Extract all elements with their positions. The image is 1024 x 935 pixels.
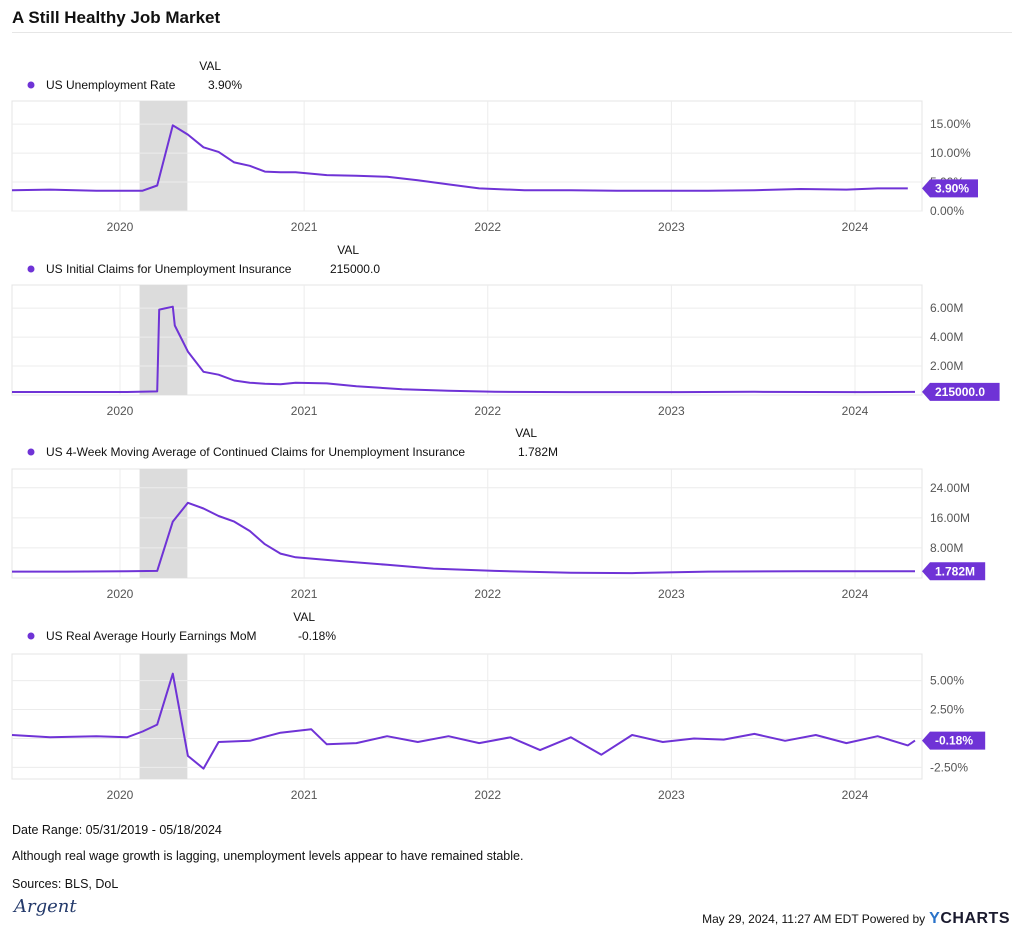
footer-attribution: May 29, 2024, 11:27 AM EDT Powered by YC… [702, 910, 1010, 928]
x-tick-label: 2023 [658, 220, 685, 234]
series-line [12, 305, 916, 394]
x-tick-label: 2024 [842, 404, 869, 418]
legend-series-name: US Real Average Hourly Earnings MoM [46, 629, 257, 643]
page-title: A Still Healthy Job Market [12, 8, 221, 27]
recession-band [139, 101, 188, 211]
argent-logo: Argent [14, 896, 77, 917]
chart-note: Although real wage growth is lagging, un… [12, 849, 524, 863]
legend-header: VAL [337, 243, 359, 257]
legend-series-value: 1.782M [518, 445, 558, 459]
badge-value: 1.782M [935, 564, 975, 578]
y-tick-label: 8.00M [930, 541, 963, 555]
date-range: Date Range: 05/31/2019 - 05/18/2024 [12, 823, 222, 837]
y-tick-label: 2.00M [930, 359, 963, 373]
legend-marker [27, 632, 35, 640]
ycharts-logo[interactable]: YCHARTS [929, 910, 1010, 928]
badge-value: 3.90% [935, 181, 969, 195]
x-tick-label: 2024 [842, 587, 869, 601]
chart-panel-3: VAL US 4-Week Moving Average of Continued… [11, 426, 986, 601]
recession-band [139, 285, 188, 395]
legend-series-value: -0.18% [298, 629, 336, 643]
x-tick-label: 2021 [291, 788, 318, 802]
last-value-badge: 1.782M [922, 562, 986, 581]
badge-shape [922, 731, 986, 750]
ycharts-logo-text: CHARTS [940, 910, 1010, 927]
x-tick-label: 2020 [107, 788, 134, 802]
x-tick-label: 2023 [658, 404, 685, 418]
ycharts-logo-y: Y [929, 910, 941, 927]
chart-panel-4: VAL US Real Average Hourly Earnings MoM -0… [11, 610, 986, 802]
x-tick-label: 2021 [291, 587, 318, 601]
plot-frame [11, 284, 923, 396]
chart-panel-2: VAL US Initial Claims for Unemployment In… [11, 243, 1000, 418]
legend-series-value: 215000.0 [330, 262, 380, 276]
y-tick-label: 10.00% [930, 146, 971, 160]
y-tick-label: 15.00% [930, 117, 971, 131]
recession-band [139, 469, 188, 578]
timestamp: May 29, 2024, 11:27 AM EDT Powered by [702, 912, 926, 926]
legend-series-name: US Unemployment Rate [46, 78, 176, 92]
legend-header: VAL [293, 610, 315, 624]
sources: Sources: BLS, DoL [12, 877, 119, 891]
badge-shape [922, 179, 978, 198]
x-tick-label: 2020 [107, 404, 134, 418]
y-tick-label: 2.50% [930, 703, 964, 717]
x-tick-label: 2022 [474, 587, 501, 601]
y-tick-label: 4.00M [930, 330, 963, 344]
legend-series-name: US Initial Claims for Unemployment Insur… [46, 262, 292, 276]
x-tick-label: 2023 [658, 788, 685, 802]
badge-value: 215000.0 [935, 385, 985, 399]
x-tick-label: 2022 [474, 220, 501, 234]
x-tick-label: 2024 [842, 220, 869, 234]
series-line [12, 501, 916, 575]
x-tick-label: 2022 [474, 788, 501, 802]
legend-series-name: US 4-Week Moving Average of Continued Cl… [46, 445, 465, 459]
plot-frame [11, 468, 923, 579]
legend-header: VAL [515, 426, 537, 440]
last-value-badge: 3.90% [922, 179, 978, 198]
y-tick-label: -2.50% [930, 760, 968, 774]
x-tick-label: 2024 [842, 788, 869, 802]
x-tick-label: 2020 [107, 220, 134, 234]
y-tick-label: 24.00M [930, 481, 970, 495]
series-line [11, 124, 908, 192]
title-divider [12, 32, 1012, 33]
legend-marker [27, 448, 35, 456]
x-tick-label: 2023 [658, 587, 685, 601]
legend-series-value: 3.90% [208, 78, 242, 92]
x-tick-label: 2021 [291, 220, 318, 234]
y-tick-label: 5.00% [930, 674, 964, 688]
series-line [11, 672, 916, 770]
badge-value: -0.18% [935, 734, 973, 748]
x-tick-label: 2021 [291, 404, 318, 418]
recession-band [139, 654, 188, 779]
badge-shape [922, 562, 986, 581]
plot-frame [11, 653, 923, 780]
y-tick-label: 16.00M [930, 511, 970, 525]
y-tick-label: 0.00% [930, 204, 964, 218]
legend-header: VAL [199, 59, 221, 73]
last-value-badge: 215000.0 [922, 382, 1000, 401]
chart-panel-1: VAL US Unemployment Rate 3.90% 2020 2021 2022… [11, 59, 978, 234]
x-tick-label: 2020 [107, 587, 134, 601]
legend-marker [27, 265, 35, 273]
legend-marker [27, 81, 35, 89]
badge-shape [922, 382, 1000, 401]
y-tick-label: 6.00M [930, 301, 963, 315]
last-value-badge: -0.18% [922, 731, 986, 750]
x-tick-label: 2022 [474, 404, 501, 418]
